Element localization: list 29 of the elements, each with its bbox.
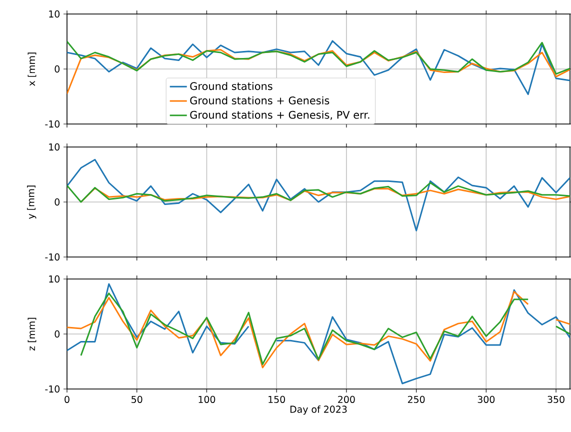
line-series xyxy=(67,182,570,203)
y-tick-label: 10 xyxy=(49,143,60,151)
x-tick-label: 150 xyxy=(268,396,285,404)
line-series xyxy=(67,40,570,96)
y-tick-label: 0 xyxy=(54,65,60,73)
line-series xyxy=(67,158,570,232)
y-tick-label: 0 xyxy=(54,330,60,338)
y-axis-title: x [mm] xyxy=(28,52,36,86)
x-axis-title: Day of 2023 xyxy=(290,406,347,415)
x-tick-label: 300 xyxy=(478,396,495,404)
line-series xyxy=(67,49,570,94)
y-tick-label: 10 xyxy=(49,275,60,283)
y-tick-label: 0 xyxy=(54,198,60,206)
x-tick-label: 250 xyxy=(408,396,425,404)
x-tick-label: 50 xyxy=(132,396,142,404)
y-tick-label: -10 xyxy=(45,253,60,261)
legend-label: Ground stations + Genesis xyxy=(190,96,330,104)
y-tick-label: 10 xyxy=(49,10,60,18)
y-axis-title: y [mm] xyxy=(27,186,36,219)
y-tick-label: -10 xyxy=(45,120,60,128)
x-tick-label: 350 xyxy=(548,396,564,404)
y-axis-title: z [mm] xyxy=(28,318,36,350)
x-tick-label: 0 xyxy=(64,396,70,404)
x-tick-label: 200 xyxy=(338,396,355,404)
legend-label: Ground stations + Genesis, PV err. xyxy=(190,110,370,120)
legend-label: Ground stations xyxy=(190,82,272,90)
line-series xyxy=(67,40,570,75)
x-tick-label: 100 xyxy=(198,396,216,404)
y-tick-label: -10 xyxy=(45,385,60,393)
